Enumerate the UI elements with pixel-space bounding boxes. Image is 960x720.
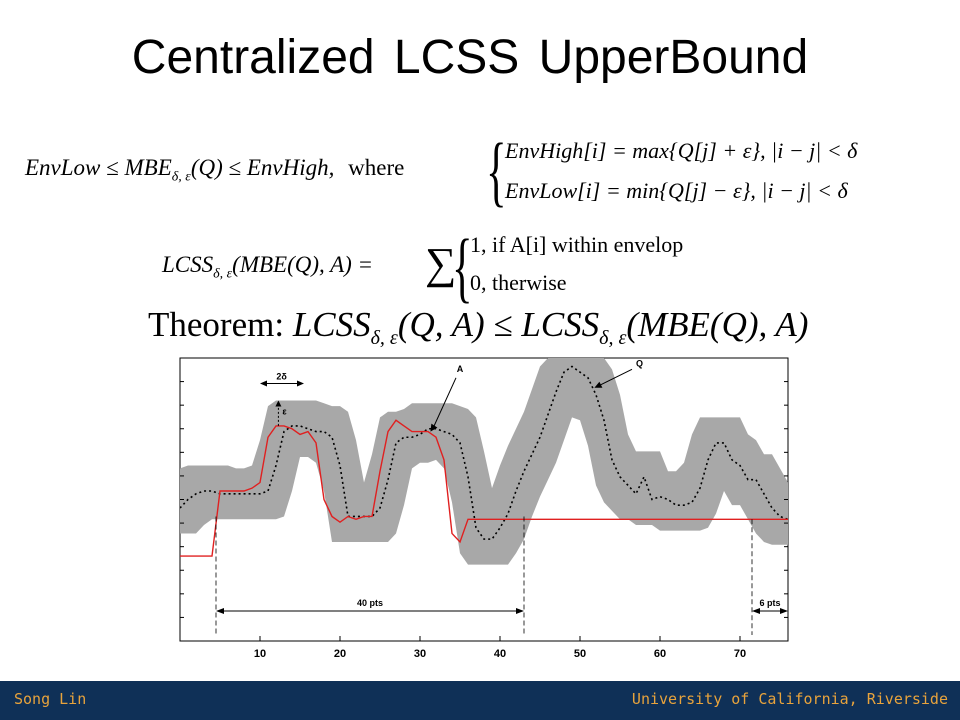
envhigh-definition: EnvHigh[i] = max{Q[j] + ε}, |i − j| < δ [505,138,858,163]
x-tick-label: 60 [654,648,666,660]
delta-label: 2δ [276,371,287,381]
x-tick-label: 40 [494,648,506,660]
label-a-arrow [432,377,457,429]
envlow-definition: EnvLow[i] = min{Q[j] − ε}, |i − j| < δ [505,178,848,203]
span-label-40: 40 pts [357,598,383,608]
x-tick-label: 50 [574,648,586,660]
x-tick-label: 20 [334,648,346,660]
theorem-statement: Theorem: LCSSδ, ε(Q, A) ≤ LCSSδ, ε(MBE(Q… [148,305,809,349]
x-tick-label: 30 [414,648,426,660]
eps-label: ε [282,407,287,417]
footer-bar: Song Lin University of California, River… [0,681,960,720]
sum-symbol: ∑ [425,239,457,288]
x-tick-label: 10 [254,648,266,660]
label-a: A [457,364,464,374]
series-a-line [180,419,788,557]
cases-brace: { [486,127,507,214]
label-q: Q [636,358,643,368]
envelope-band [180,358,788,565]
label-q-arrow [597,368,633,387]
series-q-line [179,365,789,540]
label-a-arrowhead [430,423,438,432]
footer-affiliation: University of California, Riverside [631,690,948,708]
span-label-6: 6 pts [759,598,780,608]
label-q-arrowhead [594,381,603,388]
span-arrow-heads-2 [752,608,788,614]
x-tick-label: 70 [734,648,746,660]
cases-brace-2: { [452,223,473,310]
case-otherwise: 0, therwise [470,270,567,295]
eps-arrow-head [275,400,282,407]
footer-author: Song Lin [14,690,87,708]
envelope-plot: 10 20 30 40 50 60 70 40 pts 6 pts 2δ ε A Q [150,355,810,673]
case-within-envelope: 1, if A[i] within envelop [470,232,684,257]
lcss-mbe-equation: LCSSδ, ε(MBE(Q), A) = [162,252,374,282]
envelope-inequality: EnvLow ≤ MBEδ, ε(Q) ≤ EnvHigh, where [25,155,405,185]
slide-title: Centralized LCSS UpperBound [131,31,809,84]
plot-svg: 10 20 30 40 50 60 70 40 pts 6 pts 2δ ε A Q [179,357,789,660]
